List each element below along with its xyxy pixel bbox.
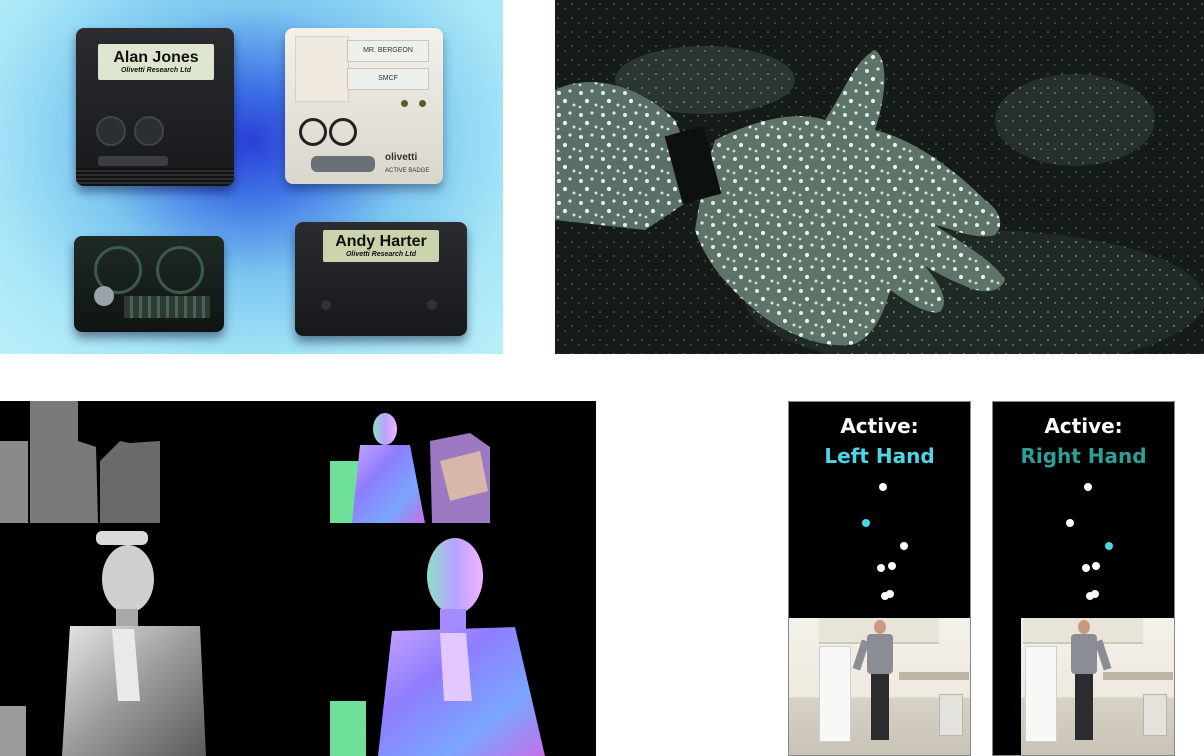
badge-company: Olivetti Research Ltd xyxy=(345,251,417,258)
normals-figure-large xyxy=(330,538,545,756)
person-legs xyxy=(871,674,889,740)
skeleton-joint-hip-right xyxy=(1092,562,1100,570)
badge-company: Olivetti Research Ltd xyxy=(120,67,192,74)
active-right-hand-panel: Active: Right Hand xyxy=(992,401,1175,756)
badge-sensor-right xyxy=(134,116,164,146)
trash-bin xyxy=(1143,694,1167,736)
skeleton-joint-hip-left xyxy=(1082,564,1090,572)
badge-sensor xyxy=(427,300,437,310)
person-head xyxy=(874,620,886,634)
skeleton-joint-hip-left xyxy=(877,564,885,572)
badge-coil-right xyxy=(156,246,204,294)
kitchen-camera-view xyxy=(789,618,970,755)
skeleton-joint-right-hand xyxy=(1105,542,1113,550)
badge-led-strip xyxy=(98,156,168,166)
active-title: Active: xyxy=(840,414,919,438)
badge-name-plate: Andy Harter Olivetti Research Ltd xyxy=(323,230,439,262)
badge-olivetti-white: MR. BERGEON SMCF olivetti ACTIVE BADGE xyxy=(285,28,443,184)
badge-alan-jones: Alan Jones Olivetti Research Ltd xyxy=(76,28,234,186)
depth-normals-visualization xyxy=(0,401,596,756)
badge-tag-1: MR. BERGEON xyxy=(347,40,429,62)
skeleton-joint-left-hand xyxy=(1066,519,1074,527)
structured-light-hand-photo xyxy=(555,0,1204,354)
dark-edge xyxy=(993,618,1021,755)
counter xyxy=(1103,672,1173,680)
badge-model: ACTIVE BADGE xyxy=(385,168,430,174)
badge-components xyxy=(124,296,210,318)
active-hand-label: Right Hand xyxy=(1020,444,1147,468)
badge-coil-left xyxy=(94,246,142,294)
wrist-band xyxy=(664,126,722,204)
badge-brand: olivetti xyxy=(385,152,418,163)
skeleton-joint-hip-right xyxy=(888,562,896,570)
skeleton-joint-head xyxy=(1084,483,1092,491)
skeleton-joint-foot-left xyxy=(881,592,889,600)
person-torso xyxy=(1071,634,1097,674)
depth-figure-large xyxy=(0,531,206,756)
depth-thumbnail xyxy=(0,401,160,523)
person-arm-raised xyxy=(1094,639,1112,671)
badge-name: Andy Harter xyxy=(335,233,427,250)
badge-display xyxy=(311,156,375,172)
kitchen-camera-view xyxy=(993,618,1174,755)
badge-blank-plate xyxy=(295,36,349,102)
skeleton-joint-foot-right xyxy=(886,590,894,598)
depth-normals-image xyxy=(0,401,596,756)
active-title: Active: xyxy=(1044,414,1123,438)
trash-bin xyxy=(939,694,963,736)
active-hand-label: Left Hand xyxy=(824,444,935,468)
normals-thumbnail xyxy=(330,401,490,523)
skeleton-joint-right-hand xyxy=(900,542,908,550)
badge-circuit-board xyxy=(74,236,224,332)
person-head xyxy=(1078,620,1090,634)
active-badges-photo: Alan Jones Olivetti Research Ltd MR. BER… xyxy=(0,0,503,354)
counter xyxy=(899,672,969,680)
person-legs xyxy=(1075,674,1093,740)
badge-sensor xyxy=(321,300,331,310)
hand-speckle-image xyxy=(555,0,1204,354)
refrigerator xyxy=(1025,646,1057,742)
badge-tag-2: SMCF xyxy=(347,68,429,90)
badge-sensor-left xyxy=(96,116,126,146)
badge-sensor-right xyxy=(329,118,357,146)
skeleton-joint-left-hand xyxy=(862,519,870,527)
badge-grille xyxy=(76,168,234,186)
badge-sensor-left xyxy=(299,118,327,146)
badge-andy-harter: Andy Harter Olivetti Research Ltd xyxy=(295,222,467,336)
active-left-hand-panel: Active: Left Hand xyxy=(788,401,971,756)
refrigerator xyxy=(819,646,851,742)
skeleton-joint-foot-right xyxy=(1091,590,1099,598)
badge-led-2 xyxy=(419,100,426,107)
badge-battery xyxy=(94,286,114,306)
badge-name: Alan Jones xyxy=(113,49,199,66)
badge-name-plate: Alan Jones Olivetti Research Ltd xyxy=(98,44,214,80)
badge-led-1 xyxy=(401,100,408,107)
skeleton-joint-head xyxy=(879,483,887,491)
skeleton-joint-foot-left xyxy=(1086,592,1094,600)
person-torso xyxy=(867,634,893,674)
